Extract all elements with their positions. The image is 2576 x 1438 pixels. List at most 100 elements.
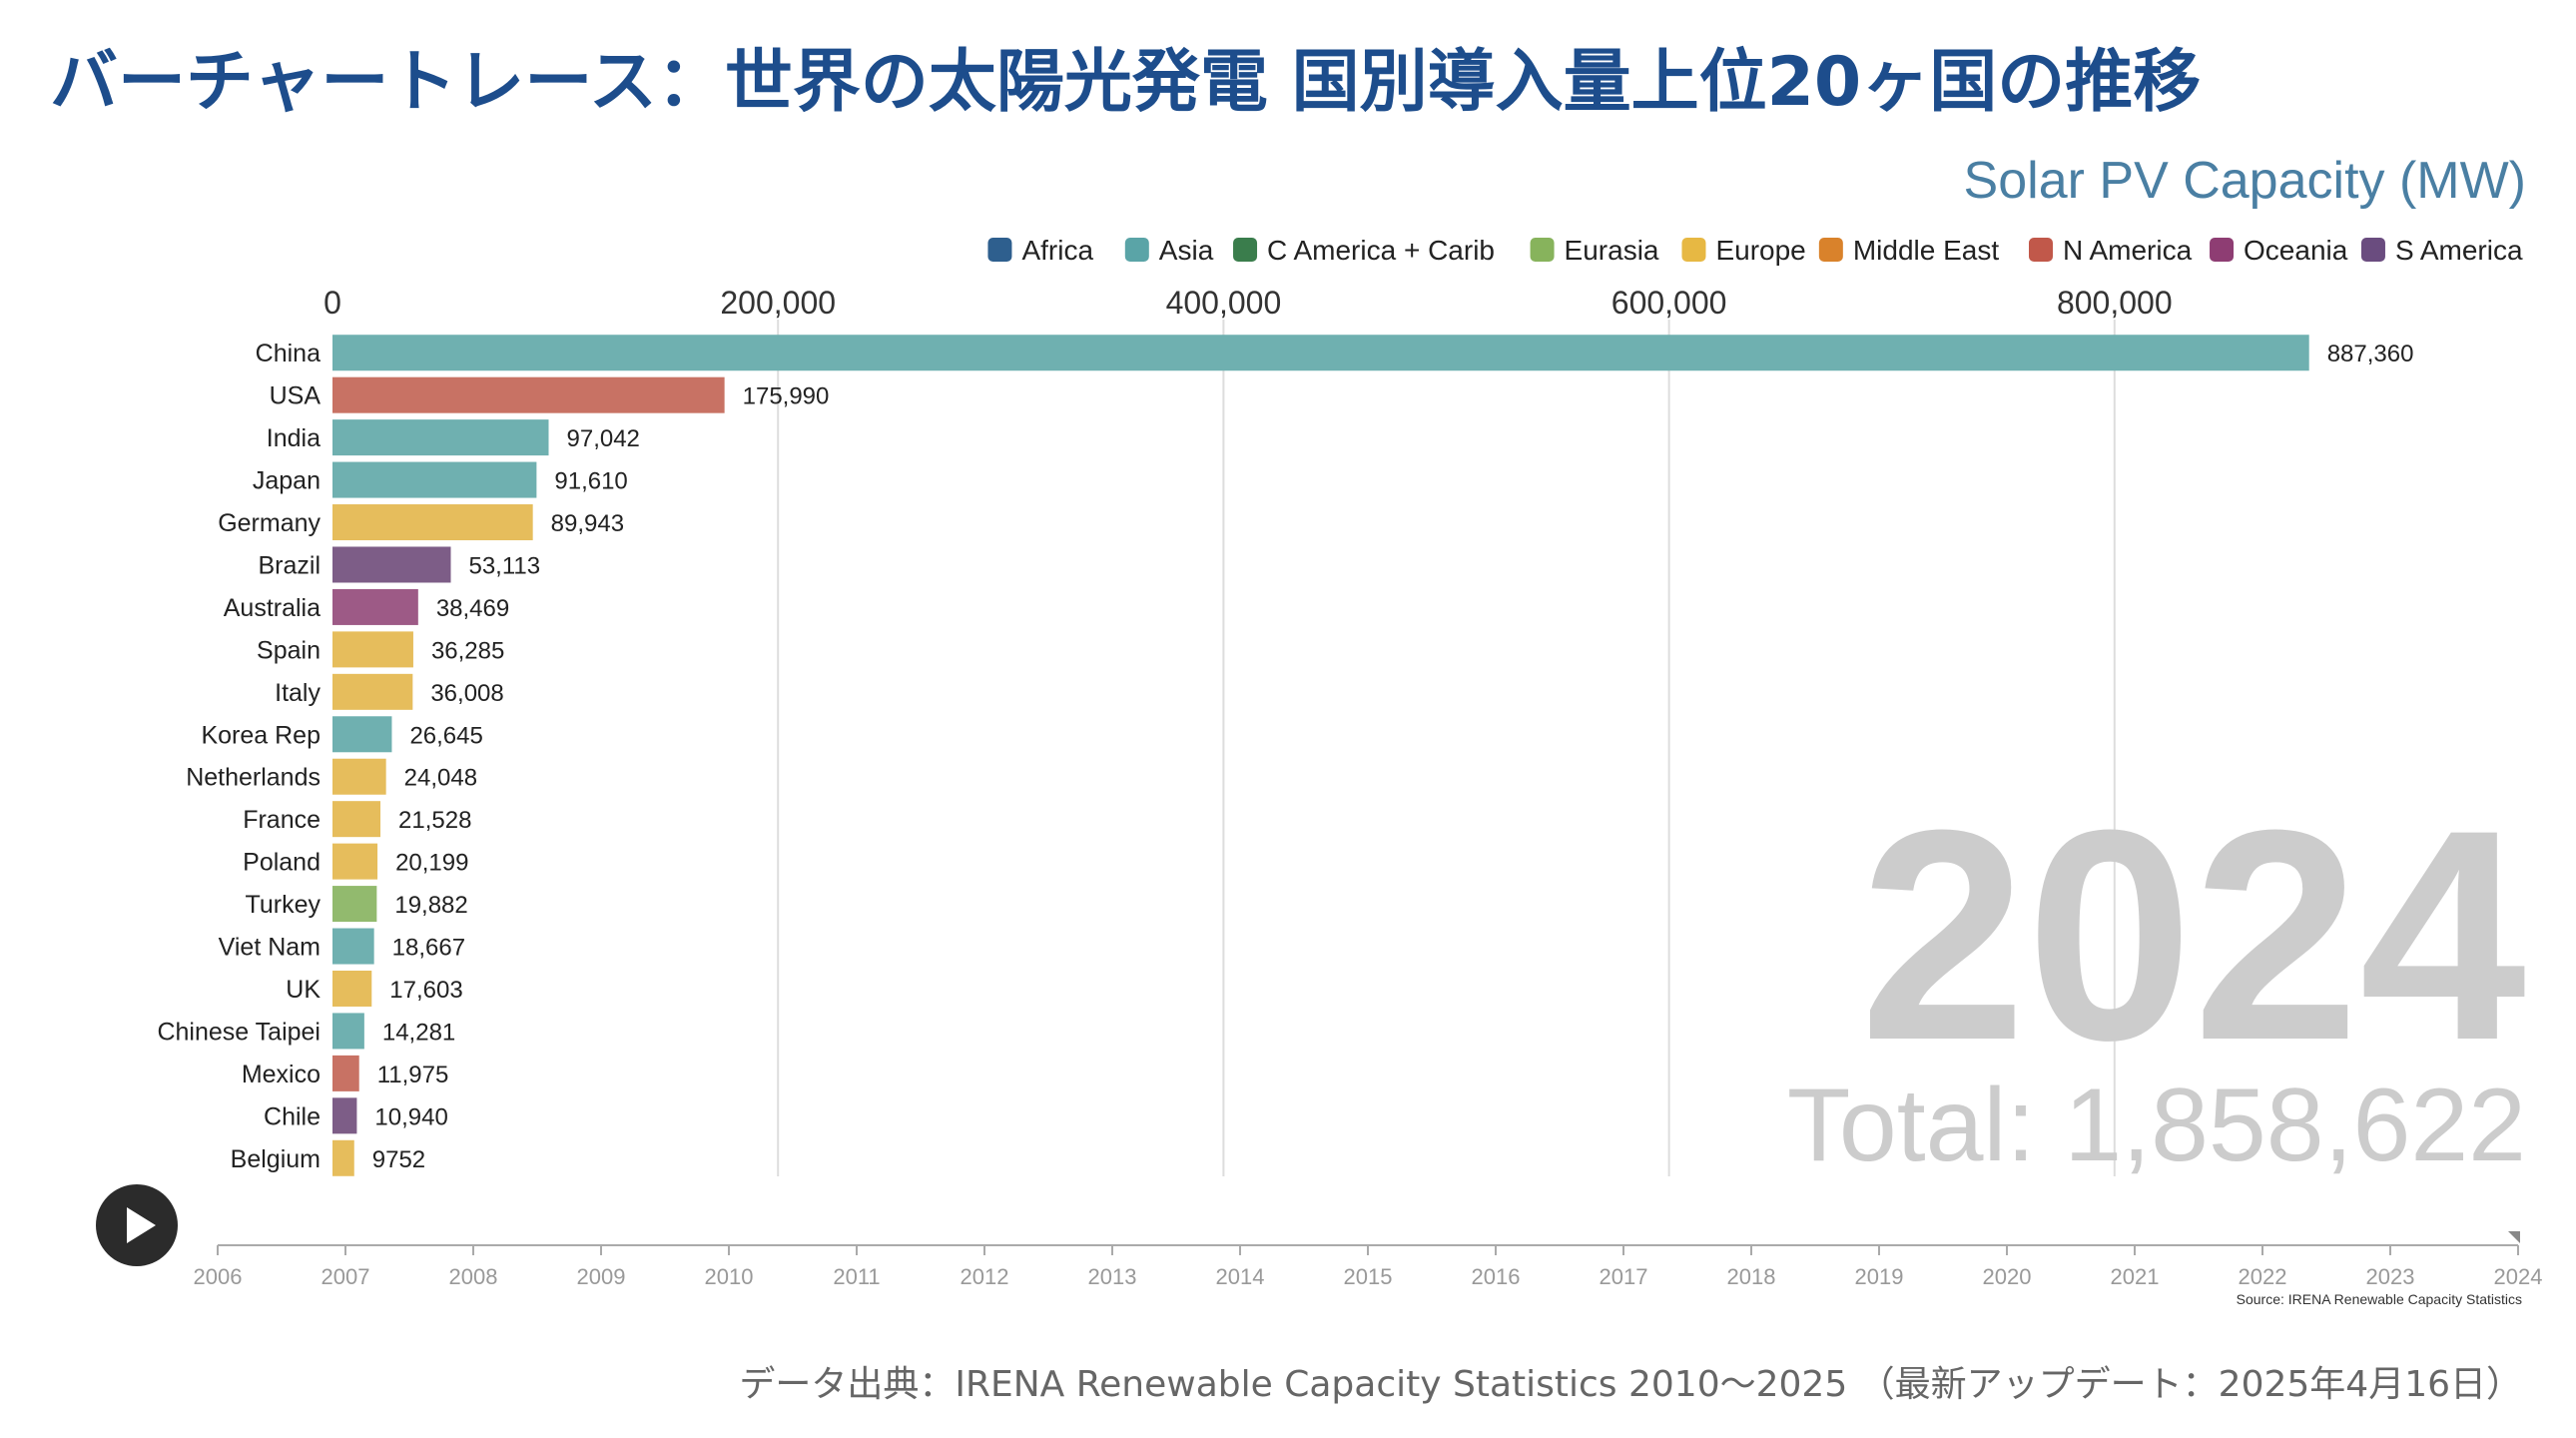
timeline-year-label[interactable]: 2008	[449, 1264, 498, 1289]
value-label: 89,943	[551, 510, 624, 537]
footer-source: データ出典：IRENA Renewable Capacity Statistic…	[739, 1364, 2522, 1405]
bar-turkey	[332, 886, 377, 923]
bar-netherlands	[332, 758, 386, 795]
timeline-year-label[interactable]: 2015	[1344, 1264, 1393, 1289]
bar-poland	[332, 843, 378, 880]
bar-australia	[332, 588, 418, 625]
page-title: バーチャートレース：世界の太陽光発電 国別導入量上位20ヶ国の推移	[50, 43, 2202, 122]
timeline-handle[interactable]	[2508, 1231, 2520, 1243]
legend-label: Eurasia	[1565, 235, 1659, 266]
timeline-year-label[interactable]: 2018	[1727, 1264, 1776, 1289]
value-label: 18,667	[392, 935, 465, 962]
chart-source: Source: IRENA Renewable Capacity Statist…	[2236, 1291, 2522, 1307]
bar-chinese-taipei	[332, 1013, 364, 1050]
bar-uk	[332, 970, 372, 1007]
legend-swatch	[2360, 238, 2385, 262]
x-tick-label: 200,000	[720, 285, 836, 321]
timeline-slider[interactable]: 2006 2007 2008 2009 2010 2011 2012 2013 2014 2015…	[194, 1231, 2543, 1289]
timeline-year-label[interactable]: 2011	[833, 1264, 880, 1289]
value-label: 53,113	[468, 552, 540, 579]
country-label: Spain	[257, 636, 321, 664]
total-label: Total: 1,858,622	[1787, 1068, 2526, 1183]
legend-swatch	[2210, 238, 2235, 262]
bar-viet-nam	[332, 928, 374, 965]
country-label: Japan	[253, 467, 321, 495]
timeline-year-label[interactable]: 2009	[577, 1264, 626, 1289]
value-label: 36,008	[430, 680, 503, 707]
timeline-year-label[interactable]: 2013	[1088, 1264, 1137, 1289]
legend-item-europe: Europe	[1681, 235, 1806, 266]
x-tick-label: 400,000	[1166, 285, 1282, 321]
country-label: Italy	[275, 679, 321, 707]
legend-swatch	[1530, 238, 1555, 262]
bar-brazil	[332, 546, 451, 583]
timeline-year-label[interactable]: 2012	[961, 1264, 1009, 1289]
timeline-year-label[interactable]: 2014	[1216, 1264, 1265, 1289]
timeline-year-label[interactable]: 2010	[705, 1264, 754, 1289]
timeline-year-label[interactable]: 2016	[1472, 1264, 1521, 1289]
timeline-year-label[interactable]: 2022	[2239, 1264, 2287, 1289]
country-label: Turkey	[246, 891, 322, 919]
bar-usa	[332, 376, 725, 413]
bar-india	[332, 419, 549, 456]
country-label: Australia	[224, 594, 321, 622]
bar-germany	[332, 504, 533, 541]
timeline-year-label[interactable]: 2020	[1983, 1264, 2032, 1289]
legend-label: Oceania	[2244, 235, 2348, 266]
value-label: 11,975	[377, 1062, 449, 1088]
bar-mexico	[332, 1055, 359, 1091]
timeline-year-label[interactable]: 2024	[2494, 1264, 2543, 1289]
legend-swatch	[1818, 238, 1843, 262]
country-label: Chile	[264, 1102, 321, 1130]
country-label: Chinese Taipei	[157, 1018, 321, 1046]
country-label: UK	[286, 976, 321, 1004]
value-label: 24,048	[404, 765, 477, 792]
timeline-year-label[interactable]: 2019	[1855, 1264, 1904, 1289]
country-label: Poland	[243, 849, 321, 877]
country-label: China	[256, 340, 321, 367]
play-button[interactable]	[96, 1184, 178, 1266]
value-label: 175,990	[743, 383, 830, 410]
bar-france	[332, 801, 381, 838]
timeline-year-label[interactable]: 2017	[1600, 1264, 1648, 1289]
legend-label: Europe	[1715, 235, 1805, 266]
value-label: 887,360	[2327, 341, 2414, 367]
legend-swatch	[1681, 238, 1706, 262]
timeline-year-label[interactable]: 2006	[194, 1264, 243, 1289]
play-icon	[127, 1207, 156, 1243]
bar-italy	[332, 673, 413, 710]
legend-label: N America	[2063, 235, 2193, 266]
legend-item-africa: Africa	[987, 235, 1093, 266]
legend-swatch	[987, 238, 1012, 262]
legend-item-middle-east: Middle East	[1818, 235, 1999, 266]
value-label: 97,042	[567, 425, 640, 452]
value-label: 19,882	[394, 892, 467, 919]
legend-item-eurasia: Eurasia	[1530, 235, 1659, 266]
value-label: 36,285	[431, 637, 504, 664]
country-label: Netherlands	[186, 764, 321, 792]
value-label: 20,199	[395, 850, 468, 877]
bar-korea-rep	[332, 716, 392, 753]
country-label: Mexico	[242, 1061, 321, 1088]
bar-chile	[332, 1097, 357, 1134]
legend-item-asia: Asia	[1124, 235, 1214, 266]
country-label: France	[243, 806, 321, 834]
legend-item-s-america: S America	[2360, 235, 2523, 266]
timeline-year-label[interactable]: 2023	[2366, 1264, 2415, 1289]
timeline-year-label[interactable]: 2021	[2111, 1264, 2160, 1289]
timeline-year-label[interactable]: 2007	[322, 1264, 370, 1289]
legend-item-n-america: N America	[2029, 235, 2193, 266]
bar-china	[332, 335, 2309, 371]
x-tick-label: 600,000	[1611, 285, 1727, 321]
legend-swatch	[1233, 238, 1258, 262]
country-label: Viet Nam	[219, 934, 321, 962]
country-label: Brazil	[258, 551, 321, 579]
country-label: Korea Rep	[201, 721, 321, 749]
chart-title: Solar PV Capacity (MW)	[1964, 152, 2526, 210]
bar-belgium	[332, 1139, 354, 1176]
current-year: 2024	[1860, 767, 2528, 1102]
value-label: 21,528	[398, 807, 471, 834]
country-label: Belgium	[231, 1145, 321, 1173]
value-label: 26,645	[409, 722, 482, 749]
